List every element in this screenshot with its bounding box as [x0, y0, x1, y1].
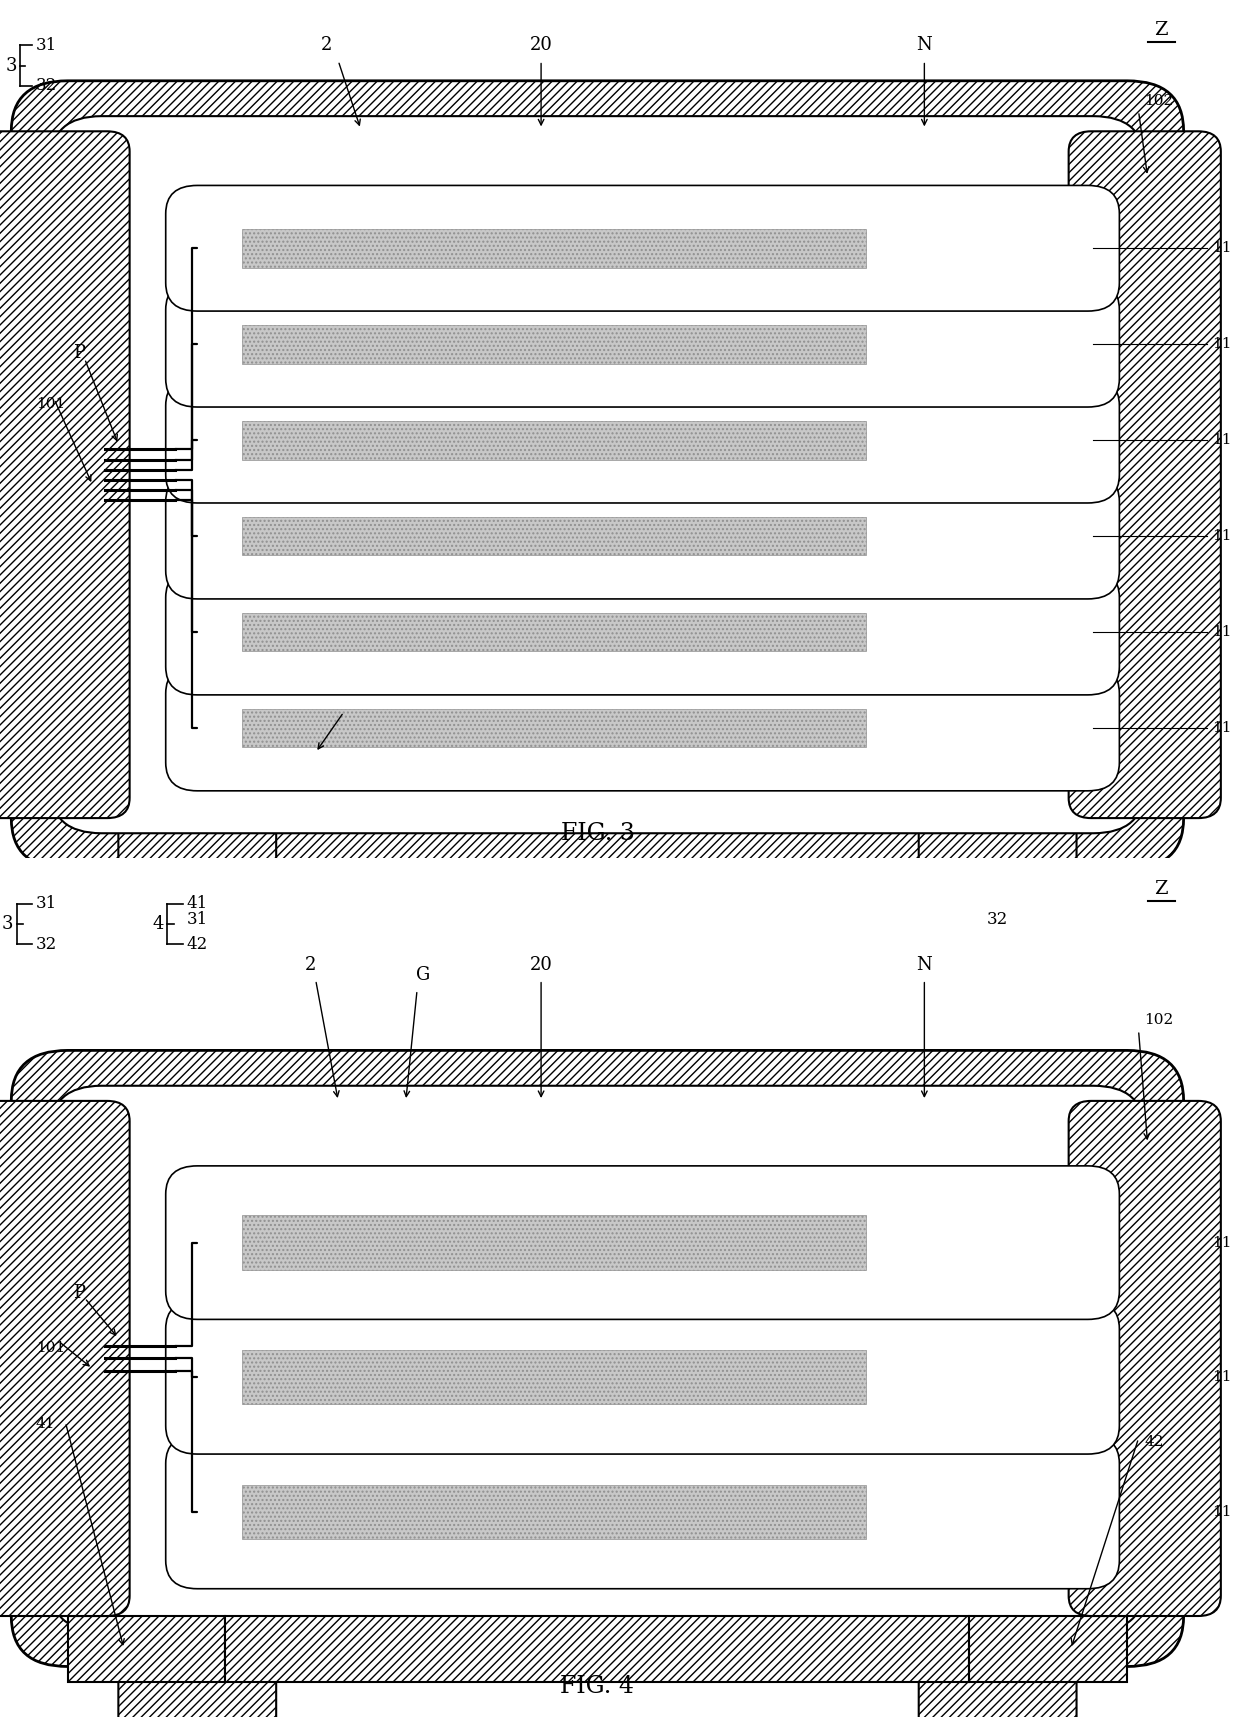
- Text: 42: 42: [186, 936, 207, 953]
- FancyBboxPatch shape: [0, 130, 130, 817]
- Text: P: P: [73, 1284, 84, 1301]
- Bar: [242, 517, 866, 556]
- Text: 20: 20: [529, 956, 553, 974]
- Text: 101: 101: [36, 397, 66, 410]
- FancyBboxPatch shape: [118, 1667, 277, 1717]
- Text: FIG. 4: FIG. 4: [560, 1676, 635, 1698]
- Text: 11: 11: [1211, 242, 1231, 256]
- Text: 3: 3: [5, 57, 17, 74]
- Text: 11: 11: [1211, 1236, 1231, 1250]
- FancyBboxPatch shape: [11, 81, 1184, 869]
- Text: 2: 2: [321, 36, 332, 55]
- Bar: [242, 613, 866, 651]
- FancyBboxPatch shape: [51, 1085, 1145, 1631]
- Text: 31: 31: [36, 896, 57, 912]
- Bar: [242, 1216, 866, 1271]
- Text: G: G: [415, 965, 430, 984]
- Text: N: N: [916, 36, 932, 55]
- FancyBboxPatch shape: [1069, 130, 1221, 817]
- Text: 11: 11: [1211, 625, 1231, 639]
- Bar: [242, 1350, 866, 1405]
- Text: 11: 11: [1211, 1506, 1231, 1520]
- Bar: [970, 1616, 1127, 1681]
- FancyBboxPatch shape: [0, 1101, 130, 1616]
- FancyBboxPatch shape: [166, 378, 1120, 503]
- Bar: [242, 1485, 866, 1538]
- FancyBboxPatch shape: [919, 804, 1076, 889]
- FancyBboxPatch shape: [51, 117, 1145, 833]
- Text: 31: 31: [187, 910, 208, 927]
- Text: G: G: [342, 718, 357, 737]
- Bar: [68, 1616, 226, 1681]
- Text: 41: 41: [36, 1417, 55, 1430]
- Bar: [242, 228, 866, 268]
- Text: P: P: [73, 345, 84, 362]
- Text: 2: 2: [304, 956, 316, 974]
- Text: Z: Z: [1154, 21, 1168, 39]
- Bar: [242, 709, 866, 747]
- Text: 11: 11: [1211, 433, 1231, 446]
- FancyBboxPatch shape: [11, 1051, 1184, 1667]
- Text: FIG. 3: FIG. 3: [560, 822, 635, 845]
- Text: 101: 101: [36, 1341, 66, 1355]
- Bar: [226, 1616, 970, 1681]
- FancyBboxPatch shape: [166, 282, 1120, 407]
- FancyBboxPatch shape: [166, 474, 1120, 599]
- Text: 41: 41: [186, 896, 207, 912]
- Text: 3: 3: [2, 915, 14, 932]
- Text: 11: 11: [1211, 721, 1231, 735]
- Text: 11: 11: [1211, 529, 1231, 543]
- Text: 11: 11: [1211, 337, 1231, 352]
- Text: Z: Z: [1154, 879, 1168, 898]
- Text: 32: 32: [987, 910, 1008, 927]
- FancyBboxPatch shape: [166, 664, 1120, 792]
- Text: 4: 4: [153, 915, 164, 932]
- Bar: [242, 421, 866, 460]
- FancyBboxPatch shape: [118, 804, 277, 889]
- FancyBboxPatch shape: [166, 570, 1120, 695]
- FancyBboxPatch shape: [166, 1435, 1120, 1588]
- Text: 42: 42: [1145, 1435, 1163, 1449]
- Text: 31: 31: [36, 38, 57, 53]
- FancyBboxPatch shape: [919, 1667, 1076, 1717]
- FancyBboxPatch shape: [1069, 1101, 1221, 1616]
- Text: 32: 32: [36, 77, 57, 94]
- Text: 102: 102: [1145, 1013, 1173, 1027]
- Text: 32: 32: [36, 936, 57, 953]
- Text: 20: 20: [529, 36, 553, 55]
- FancyBboxPatch shape: [166, 185, 1120, 311]
- FancyBboxPatch shape: [166, 1166, 1120, 1319]
- Text: N: N: [916, 956, 932, 974]
- Bar: [242, 325, 866, 364]
- Text: 102: 102: [1145, 94, 1173, 108]
- Text: 11: 11: [1211, 1370, 1231, 1384]
- FancyBboxPatch shape: [166, 1300, 1120, 1454]
